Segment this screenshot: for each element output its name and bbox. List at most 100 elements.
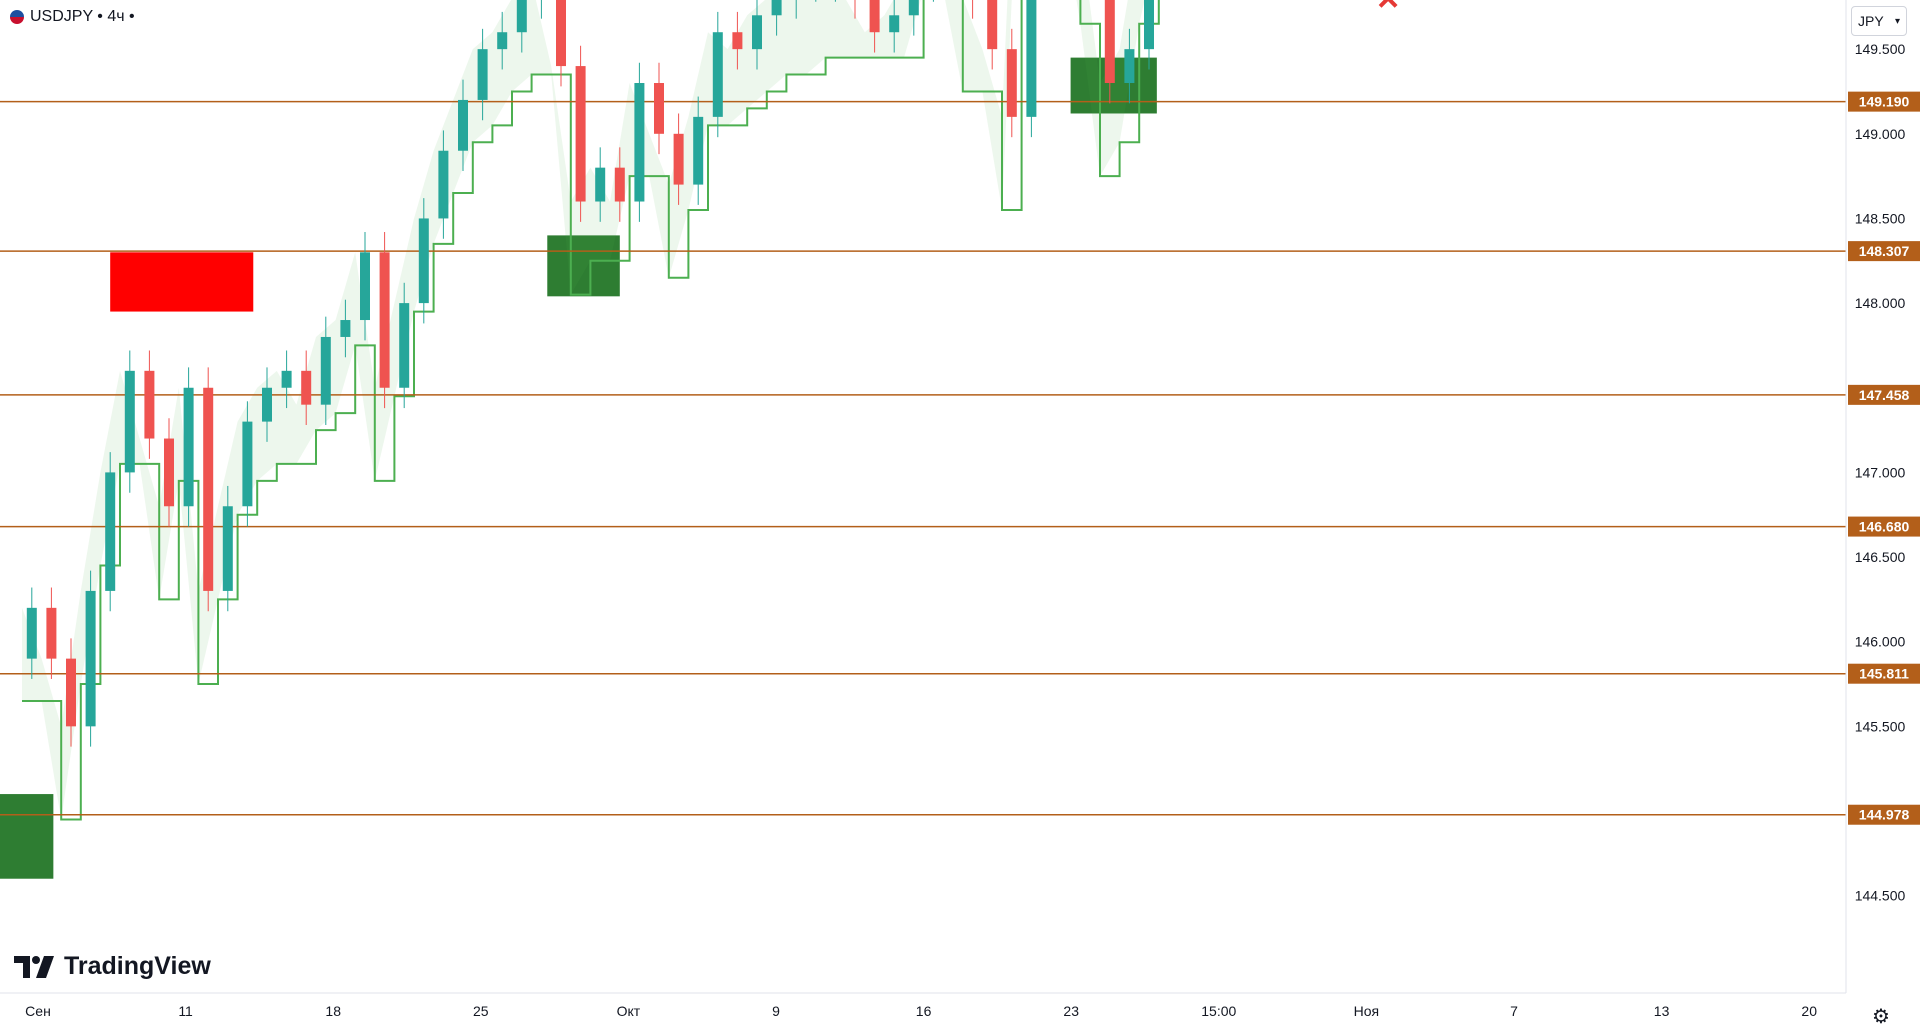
level-price-tag-text: 146.680 — [1859, 519, 1910, 535]
candle-body — [477, 49, 488, 100]
candle-body — [1124, 49, 1135, 84]
tradingview-logo-icon — [14, 955, 54, 978]
candle-body — [203, 387, 214, 591]
candle-body — [360, 252, 370, 321]
candle-body — [301, 370, 312, 405]
candle-body — [654, 83, 664, 134]
level-price-tag-bg — [1848, 663, 1920, 684]
candle-body — [497, 32, 508, 50]
candle-body — [164, 438, 174, 507]
candle-body — [438, 150, 449, 219]
time-tick-label: 13 — [1654, 1003, 1670, 1019]
price-tick-label: 148.500 — [1855, 210, 1906, 226]
stop-loss-x-icon — [1378, 0, 1398, 8]
time-axis-panel[interactable] — [0, 993, 1920, 1033]
price-tick-label: 148.000 — [1855, 295, 1906, 311]
chevron-down-icon: ▾ — [1894, 15, 1900, 27]
candle-body — [693, 116, 704, 185]
currency-selector[interactable]: JPY ▾ — [1851, 6, 1907, 36]
price-tick-label: 144.500 — [1855, 888, 1906, 904]
candle-body — [1026, 0, 1037, 117]
time-tick-label: 16 — [916, 1003, 932, 1019]
time-tick-label: Окт — [617, 1003, 641, 1019]
level-price-tag-text: 145.811 — [1859, 666, 1909, 682]
candle-body — [85, 590, 96, 727]
resistance-zone — [110, 252, 254, 312]
symbol-title: USDJPY • 4ч • — [30, 8, 135, 25]
candle-body — [105, 472, 116, 591]
price-tick-label: 149.000 — [1855, 126, 1906, 142]
candle-body — [1006, 49, 1017, 117]
candle-body — [399, 303, 410, 388]
time-tick-label: 11 — [178, 1003, 193, 1019]
candle-body — [262, 387, 272, 422]
candle-body — [987, 0, 998, 50]
candle-body — [771, 0, 782, 16]
logo-text: TradingView — [64, 952, 211, 980]
price-tick-label: 149.500 — [1855, 41, 1906, 57]
level-price-tag: 145.811 — [1848, 663, 1920, 684]
candle-body — [281, 370, 292, 388]
candle-body — [869, 0, 880, 33]
candle-body — [516, 0, 527, 33]
candle-body — [634, 83, 645, 202]
candle-body — [418, 218, 429, 304]
level-price-tag-bg — [1848, 384, 1920, 405]
candle-body — [458, 99, 468, 151]
candle-body — [1144, 0, 1154, 50]
level-price-tag-bg — [1848, 91, 1920, 112]
candle-body — [144, 370, 155, 439]
candle-body — [340, 320, 351, 337]
candle-body — [46, 607, 57, 659]
level-price-tag-text: 148.307 — [1859, 243, 1910, 259]
candle-body — [732, 32, 743, 50]
level-price-tag-bg — [1848, 241, 1920, 262]
time-tick-label: 15:00 — [1201, 1003, 1236, 1019]
candle-body — [889, 15, 900, 33]
time-tick-label: 7 — [1510, 1003, 1518, 1019]
time-tick-label: 9 — [772, 1003, 780, 1019]
time-tick-label: 18 — [325, 1003, 341, 1019]
time-tick-label: 20 — [1801, 1003, 1817, 1019]
level-price-tag: 147.458 — [1848, 384, 1920, 405]
candle-body — [614, 167, 625, 202]
level-price-tag-text: 144.978 — [1859, 807, 1910, 823]
support-zone — [0, 794, 54, 879]
candle-body — [183, 387, 194, 507]
candle-body — [26, 607, 37, 659]
price-tick-label: 147.000 — [1855, 464, 1906, 480]
candle-body — [556, 0, 566, 67]
candle-body — [908, 0, 919, 16]
price-tick-label: 146.500 — [1855, 549, 1906, 565]
candle-body — [673, 133, 684, 185]
candle-body — [1104, 0, 1115, 84]
candle-body — [124, 370, 135, 473]
level-price-tag-bg — [1848, 804, 1920, 825]
time-tick-label: Ноя — [1354, 1003, 1379, 1019]
candle-body — [575, 66, 586, 202]
candle-body — [595, 167, 606, 202]
level-price-tag: 149.190 — [1848, 91, 1920, 112]
trailing-stop-line — [22, 0, 1160, 821]
candle-body — [379, 252, 390, 388]
currency-value: JPY — [1858, 13, 1884, 29]
time-tick-label: 25 — [473, 1003, 489, 1019]
candle-body — [752, 15, 762, 50]
tradingview-logo[interactable]: TradingView — [14, 952, 211, 981]
level-price-tag-text: 149.190 — [1859, 94, 1910, 110]
price-tick-label: 146.000 — [1855, 634, 1906, 650]
time-tick-label: Сен — [25, 1003, 51, 1019]
candle-body — [242, 421, 253, 507]
support-zone — [547, 235, 620, 297]
candle-body — [712, 32, 723, 117]
candle-body — [222, 506, 233, 591]
level-price-tag: 144.978 — [1848, 804, 1920, 825]
symbol-header[interactable]: USDJPY • 4ч • — [10, 8, 135, 26]
usd-jpy-flag-icon — [10, 10, 24, 24]
level-price-tag: 148.307 — [1848, 241, 1920, 262]
time-tick-label: 23 — [1063, 1003, 1079, 1019]
price-axis-panel[interactable] — [1846, 0, 1920, 1033]
level-price-tag-text: 147.458 — [1859, 387, 1910, 403]
settings-gear-icon[interactable]: ⚙ — [1872, 1006, 1890, 1028]
